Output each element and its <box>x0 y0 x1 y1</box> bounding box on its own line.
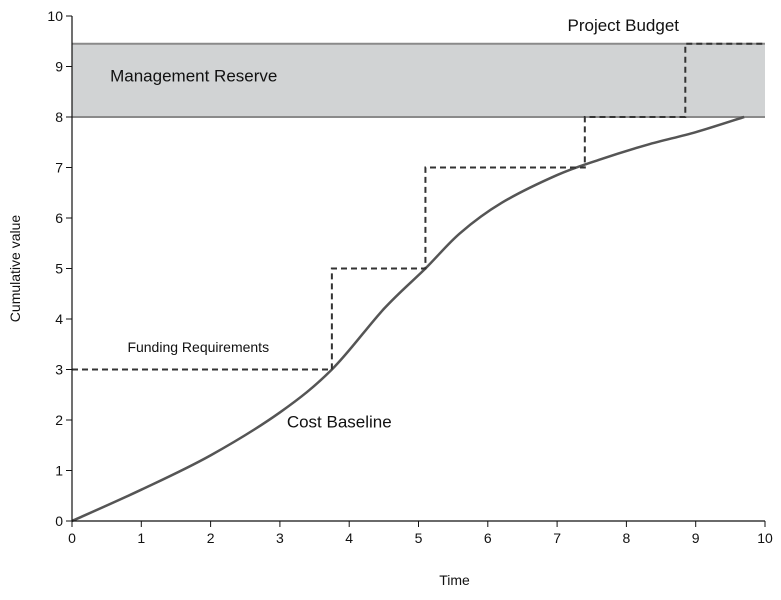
y-tick-label: 0 <box>55 513 63 529</box>
x-tick-label: 3 <box>276 530 284 546</box>
y-tick-label: 9 <box>55 59 63 75</box>
x-tick-label: 9 <box>692 530 700 546</box>
y-tick-label: 8 <box>55 109 63 125</box>
y-tick-label: 1 <box>55 463 63 479</box>
x-tick-label: 1 <box>137 530 145 546</box>
y-tick-label: 6 <box>55 210 63 226</box>
y-tick-label: 5 <box>55 261 63 277</box>
x-tick-label: 10 <box>757 530 773 546</box>
y-tick-label: 2 <box>55 412 63 428</box>
annotation-project-budget: Project Budget <box>567 16 679 35</box>
annotation-funding-requirements: Funding Requirements <box>127 339 269 355</box>
management-reserve-band <box>72 43 765 117</box>
x-tick-label: 2 <box>207 530 215 546</box>
labels-layer: Management Reserve Project Budget Funding … <box>110 16 679 431</box>
y-tick-label: 4 <box>55 311 63 327</box>
x-tick-label: 0 <box>68 530 76 546</box>
series-layer <box>71 42 765 523</box>
x-tick-label: 7 <box>553 530 561 546</box>
x-tick-label: 4 <box>345 530 353 546</box>
y-axis-title: Cumulative value <box>7 215 23 323</box>
x-tick-label: 5 <box>415 530 423 546</box>
series-cost-baseline <box>71 115 745 523</box>
y-tick-label: 7 <box>55 160 63 176</box>
axes-layer: 0 1 2 3 4 5 6 7 8 9 10 0 1 2 3 4 5 6 7 8 9 10 Time Cumulative v… <box>7 8 773 588</box>
series-funding-requirements <box>72 42 765 371</box>
y-tick-label: 10 <box>47 8 63 24</box>
annotation-management-reserve: Management Reserve <box>110 67 277 86</box>
x-tick-label: 6 <box>484 530 492 546</box>
management-reserve-band-layer <box>72 42 765 118</box>
x-tick-label: 8 <box>623 530 631 546</box>
annotation-cost-baseline: Cost Baseline <box>287 413 392 432</box>
x-axis-title: Time <box>439 572 470 588</box>
y-tick-label: 3 <box>55 362 63 378</box>
